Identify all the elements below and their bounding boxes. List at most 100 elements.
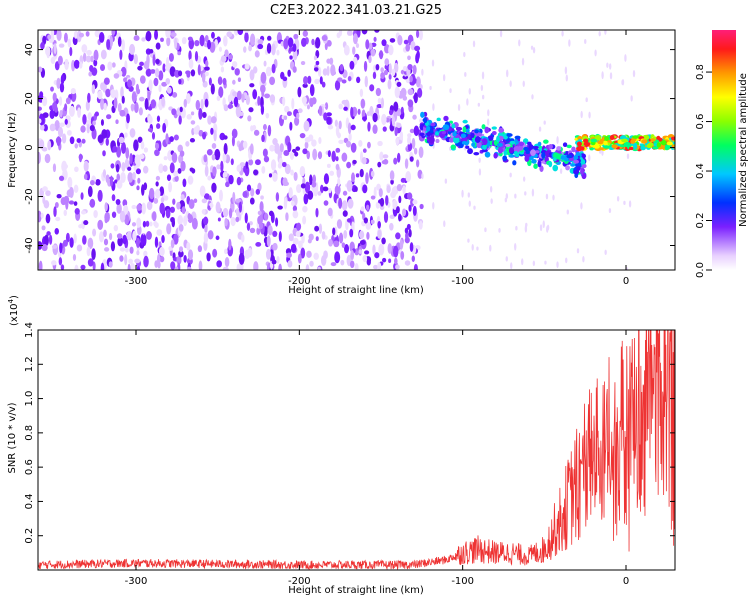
spectrogram-cell [350,106,354,118]
spectrogram-cell [67,176,73,189]
spectrogram-cell [228,208,233,219]
spectrogram-cell [412,114,417,120]
spectrogram-cell [493,152,498,159]
spectrogram-cell [338,103,343,110]
spectrogram-cell [583,138,589,143]
spectrogram-cell [155,181,159,187]
spectrogram-cell [145,30,152,42]
spectrogram-cell [284,163,291,175]
spectrogram-cell [66,129,72,136]
spectrogram-cell [93,49,99,61]
spectrogram-cell [388,258,392,264]
spectrogram-cell [91,67,98,76]
colorbar-tick-label: 0.6 [695,114,706,130]
spectrogram-cell [593,144,600,149]
spectrogram-cell [505,193,509,200]
spectrogram-cell [204,165,209,177]
spectrogram-cell [129,128,136,138]
spectrogram-cell [178,250,184,258]
spectrogram-cell [42,196,46,205]
spectrogram-cell [69,136,75,145]
spectrogram-cell [124,132,128,138]
spectrogram-cell [154,30,159,40]
spectrogram-cell [136,225,142,236]
spectrogram-cell [41,96,48,107]
spectrogram-cell [85,31,90,37]
spectrogram-cell [377,161,382,168]
spectrogram-cell [379,50,384,60]
spectrogram-cell [471,142,476,147]
spectrogram-cell [172,198,176,205]
spectrogram-cell [203,193,210,200]
spectrogram-cell [476,141,482,149]
spectrogram-cell [97,189,103,202]
spectrogram-cell [362,184,368,194]
spectrogram-cell [188,38,195,50]
spectrogram-cell [400,250,405,260]
spectrogram-cell [359,239,366,246]
spectrogram-cell [276,256,280,264]
spectrogram-cell [283,150,290,156]
spectrogram-cell [268,173,273,178]
spectrogram-cell [212,166,217,177]
spectrogram-cell [382,126,387,132]
spectrogram-cell [185,70,191,75]
spectrogram-cell [119,109,126,117]
spectrogram-cell [248,44,252,52]
spectrogram-cell [254,50,260,58]
spectrogram-cell [51,101,58,111]
spectrogram-cell [521,57,525,66]
spectrogram-cell [129,152,133,165]
spectrogram-cell [365,172,369,185]
spectrogram-cell [255,242,262,247]
colorbar: 0.0 0.2 0.4 0.6 0.8 Normalized spectral ampl… [695,30,749,278]
spectrogram-cell [413,125,420,137]
spectrogram-cell [170,32,177,37]
spectrogram-cell [448,137,455,143]
spectrogram-cell [497,142,503,147]
spectrogram-cell [83,173,88,180]
spectrogram-cell [140,234,144,246]
spectrogram-cell [566,144,572,149]
spectrogram-cell [179,150,185,157]
spectrogram-cell [311,38,315,46]
spectrogram-cell [118,136,125,144]
spectrogram-cell [92,120,96,126]
spectrogram-cell [468,87,471,95]
spectrogram-cell [355,43,360,49]
spectrogram-cell [156,123,161,129]
spectrogram-cell [321,35,328,42]
spectrogram-cell [154,68,160,78]
spectrogram-cell [303,120,310,132]
spectrogram-cell [78,32,85,38]
spectrogram-cell [388,44,394,56]
spectrogram-cell [257,43,264,50]
spectrogram-cell [202,111,207,119]
spectrogram-cell [178,115,182,125]
spectrogram-cell [166,174,172,181]
spectrogram-cell [335,156,339,162]
spectrogram-cell [169,66,176,77]
spectrogram-cell [408,35,412,46]
spectrogram-cell [165,133,169,145]
spectrogram-cell [297,253,302,264]
spectrogram-cell [180,194,185,201]
spectrogram-cell [346,218,352,223]
spectrogram-cell [185,140,190,147]
spectrogram-cell [59,109,63,118]
spectrogram-cell [471,243,474,251]
spectrogram-cell [418,220,423,230]
spectrogram-cell [223,35,228,47]
spectrogram-y-tick-label: -20 [24,188,35,204]
spectrogram-cell [168,181,173,193]
spectrogram-cell [337,77,343,82]
spectrogram-cell [174,175,179,182]
spectrogram-cell [372,124,378,135]
spectrogram-cell [640,146,646,151]
spectrogram-cell [51,260,57,266]
spectrogram-cell [169,206,175,213]
spectrogram-cell [181,206,186,215]
spectrogram-cell [530,149,536,157]
spectrogram-cell [269,144,275,152]
